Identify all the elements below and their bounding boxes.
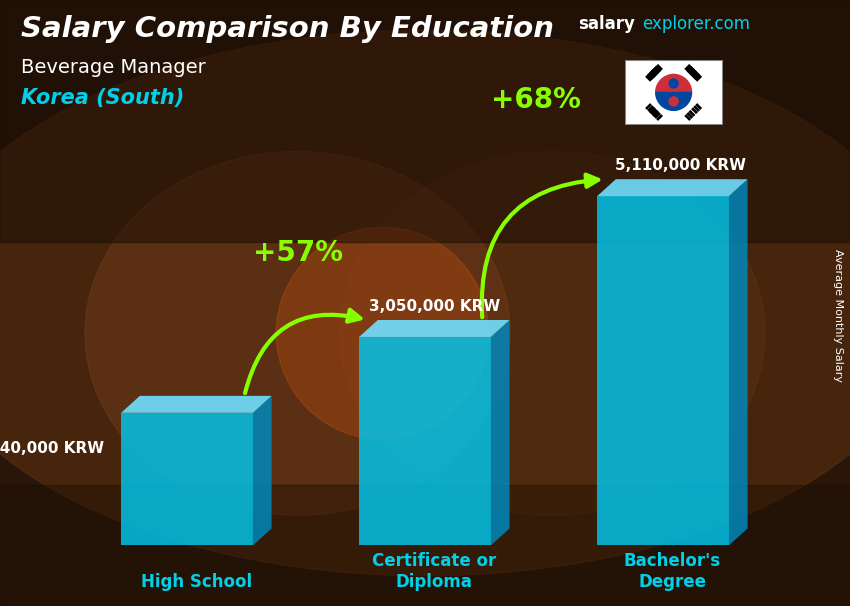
Wedge shape [655, 92, 692, 110]
Polygon shape [490, 320, 510, 545]
Polygon shape [122, 396, 271, 413]
Text: 5,110,000 KRW: 5,110,000 KRW [615, 158, 746, 173]
Polygon shape [359, 320, 510, 337]
Text: +68%: +68% [490, 87, 581, 115]
Polygon shape [359, 337, 490, 545]
Text: Beverage Manager: Beverage Manager [21, 58, 206, 76]
Ellipse shape [276, 227, 489, 439]
Polygon shape [597, 179, 748, 196]
Text: 1,940,000 KRW: 1,940,000 KRW [0, 441, 105, 456]
Text: 3,050,000 KRW: 3,050,000 KRW [369, 299, 500, 314]
Ellipse shape [85, 152, 510, 515]
Ellipse shape [0, 30, 850, 576]
FancyArrowPatch shape [482, 175, 598, 317]
Text: +57%: +57% [252, 239, 343, 267]
Circle shape [665, 92, 683, 110]
Polygon shape [728, 179, 748, 545]
Text: Average Monthly Salary: Average Monthly Salary [833, 248, 843, 382]
Ellipse shape [340, 152, 765, 515]
Text: explorer.com: explorer.com [642, 15, 750, 33]
Bar [0, 0, 850, 242]
Circle shape [665, 75, 683, 92]
Bar [0, 485, 850, 606]
Wedge shape [655, 75, 692, 92]
Text: Salary Comparison By Education: Salary Comparison By Education [21, 15, 554, 43]
Text: Certificate or
Diploma: Certificate or Diploma [372, 552, 496, 591]
Text: Korea (South): Korea (South) [21, 88, 184, 108]
Polygon shape [597, 196, 728, 545]
Circle shape [669, 97, 678, 106]
Polygon shape [122, 413, 253, 545]
Polygon shape [253, 396, 271, 545]
Text: Bachelor's
Degree: Bachelor's Degree [624, 552, 721, 591]
FancyArrowPatch shape [245, 310, 360, 393]
Circle shape [669, 79, 678, 88]
Text: salary: salary [578, 15, 635, 33]
Text: High School: High School [141, 573, 252, 591]
